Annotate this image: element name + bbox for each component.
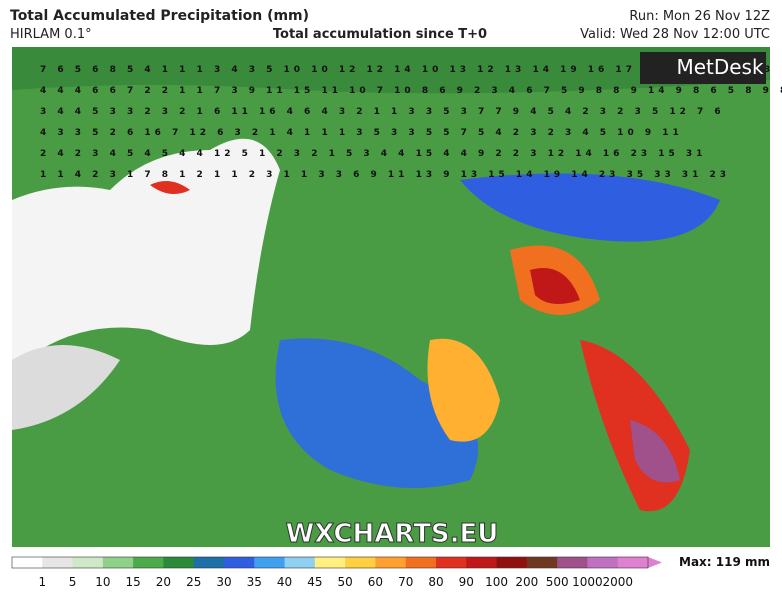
colorbar: 1 5 10 15 20 25 30 35 40 45 50 60 70 80 90 100 200 500 100…: [11, 556, 662, 589]
colorbar-tick-label: 2000: [602, 575, 633, 589]
grid-row: 3 4 4 5 3 3 2 3 2 1 6 11 16 4 6 4 3 2 1 …: [40, 107, 725, 117]
colorbar-tick-label: 30: [216, 575, 231, 589]
colorbar-segment: [12, 557, 43, 568]
colorbar-tick-label: 200: [515, 575, 538, 589]
title: Total Accumulated Precipitation (mm): [10, 8, 309, 24]
colorbar-border: [11, 556, 649, 569]
grid-row: 4 4 4 6 6 7 2 2 1 1 7 3 9 11 15 11 10 7 …: [40, 86, 782, 96]
colorbar-tick-label: 90: [459, 575, 474, 589]
colorbar-tick-label: 45: [307, 575, 322, 589]
colorbar-segment: [466, 557, 498, 568]
colorbar-segment: [254, 557, 286, 568]
logo: MetDesk: [676, 55, 764, 79]
grid-row: 2 4 2 3 4 5 4 5 4 4 12 5 1 2 3 2 1 5 3 4…: [40, 149, 706, 159]
colorbar-segment: [163, 557, 195, 568]
colorbar-segment: [557, 557, 588, 568]
colorbar-tick-label: 1: [38, 575, 46, 589]
max-label: Max: 119 mm: [679, 555, 770, 569]
logo-box: [640, 52, 766, 84]
colorbar-tick-label: 500: [546, 575, 569, 589]
colorbar-tick-label: 40: [277, 575, 292, 589]
valid: Valid: Wed 28 Nov 12:00 UTC: [580, 27, 770, 42]
grid-values: 7 6 5 6 8 5 4 1 1 1 3 4 3 5 10 10 12 12 …: [40, 65, 782, 180]
grid-row: 1 1 4 2 3 1 7 8 1 2 1 1 2 3 1 1 3 3 6 9 …: [40, 170, 730, 180]
colorbar-arrow: [648, 557, 662, 568]
colorbar-segment: [436, 557, 467, 568]
watermark: WXCHARTS.EU: [286, 519, 499, 549]
colorbar-segment: [587, 557, 619, 568]
colorbar-tick-label: 15: [126, 575, 141, 589]
colorbar-tick-label: 100: [485, 575, 508, 589]
colorbar-segment: [224, 557, 255, 568]
colorbar-tick-label: 10: [95, 575, 110, 589]
colorbar-segment: [405, 557, 437, 568]
colorbar-segment: [345, 557, 376, 568]
grid-row: 4 3 3 5 2 6 16 7 12 6 3 2 1 4 1 1 1 3 5 …: [40, 128, 683, 138]
colorbar-segment: [102, 557, 134, 568]
colorbar-tick-label: 70: [398, 575, 413, 589]
colorbar-tick-label: 20: [156, 575, 171, 589]
colorbar-tick-label: 80: [428, 575, 443, 589]
colorbar-tick-label: 35: [247, 575, 262, 589]
colorbar-segment: [496, 557, 528, 568]
colorbar-tick-label: 60: [368, 575, 383, 589]
colorbar-segment: [314, 557, 346, 568]
colorbar-tick-label: 50: [338, 575, 353, 589]
colorbar-segment: [526, 557, 558, 568]
colorbar-segment: [284, 557, 316, 568]
colorbar-segment: [193, 557, 225, 568]
colorbar-segment: [375, 557, 407, 568]
colorbar-segment: [42, 557, 74, 568]
run: Run: Mon 26 Nov 12Z: [629, 9, 770, 24]
subtitle: Total accumulation since T+0: [273, 27, 487, 42]
colorbar-tick-label: 25: [186, 575, 201, 589]
model: HIRLAM 0.1°: [10, 27, 92, 42]
map: [12, 47, 770, 547]
colorbar-segment: [72, 557, 104, 568]
grid-row: 7 6 5 6 8 5 4 1 1 1 3 4 3 5 10 10 12 12 …: [40, 65, 782, 75]
colorbar-segment: [617, 557, 649, 568]
colorbar-tick-label: 1000: [572, 575, 603, 589]
colorbar-segment: [133, 557, 164, 568]
colorbar-tick-label: 5: [69, 575, 77, 589]
